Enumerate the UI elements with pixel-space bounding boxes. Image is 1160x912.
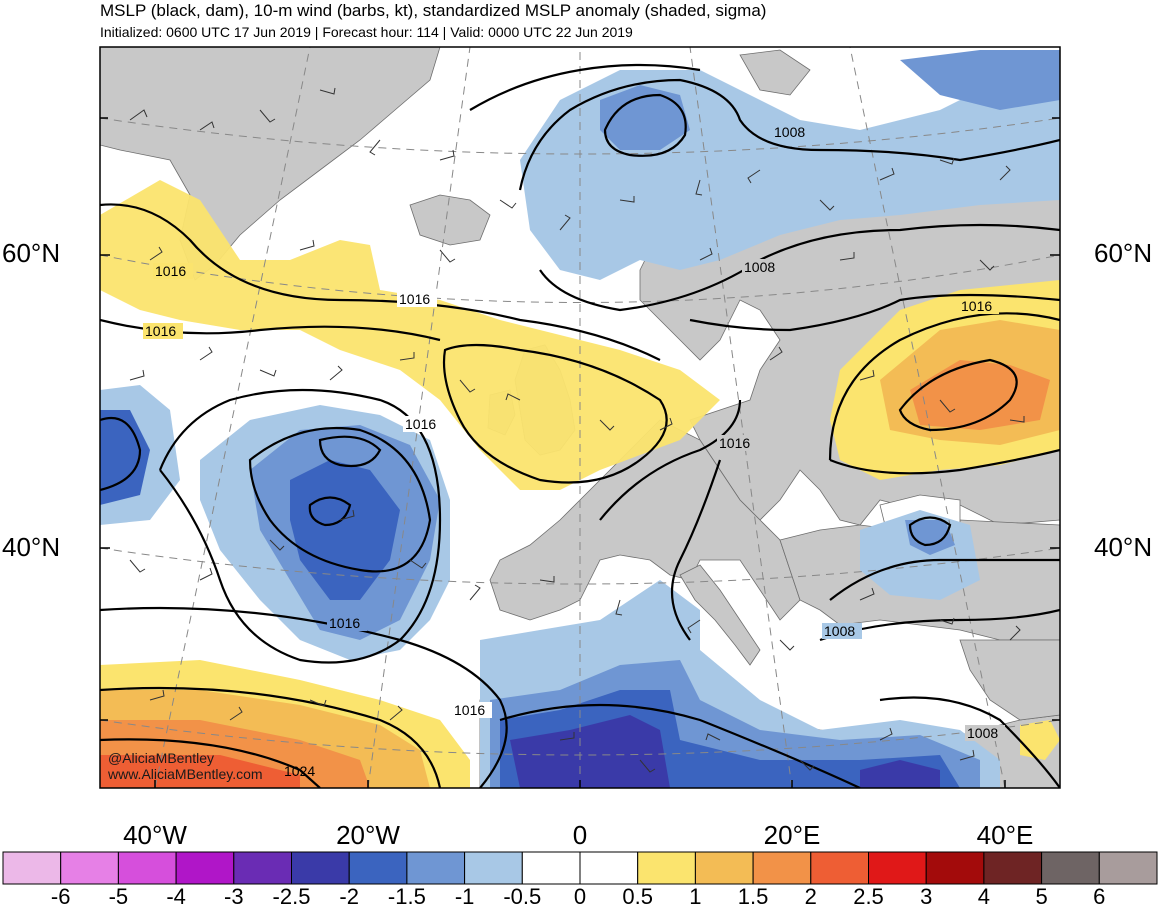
contour-label: 1024 — [284, 763, 315, 779]
credit-handle: @AliciaMBentley — [108, 750, 215, 766]
colorbar-swatch — [233, 851, 293, 885]
colorbar-swatch — [406, 851, 466, 885]
wind-barbs — [129, 87, 1025, 773]
contour-label: 1016 — [719, 435, 750, 451]
colorbar-swatch — [2, 851, 62, 885]
colorbar-tick-label: 6 — [1093, 884, 1106, 909]
lon-label-40e: 40°E — [976, 820, 1034, 850]
lat-label-60n-left: 60°N — [2, 238, 61, 268]
colorbar-tick-label: 0 — [573, 884, 587, 909]
colorbar-swatch — [810, 851, 869, 885]
colorbar-swatch — [60, 851, 119, 885]
lat-label-40n-left: 40°N — [2, 532, 61, 562]
colorbar-swatch — [1098, 851, 1158, 885]
contour-label: 1008 — [824, 623, 855, 639]
colorbar-tick-label: -0.5 — [503, 884, 542, 909]
colorbar-swatch — [637, 851, 696, 885]
colorbar-swatch — [175, 851, 235, 885]
colorbar-tick-label: 5 — [1035, 884, 1048, 909]
colorbar-tick-label: 3 — [920, 884, 933, 909]
colorbar-tick-label: -1 — [454, 884, 475, 909]
colorbar-swatch — [925, 851, 985, 885]
colorbar-swatch — [579, 851, 639, 885]
colorbar-tick-label: 1.5 — [737, 884, 769, 909]
colorbar-swatch — [694, 851, 754, 885]
lon-label-0: 0 — [572, 820, 588, 850]
colorbar-swatch — [464, 851, 523, 885]
colorbar-swatch — [348, 851, 408, 885]
colorbar-tick-label: 2.5 — [853, 884, 884, 909]
contour-label: 1008 — [967, 725, 998, 741]
colorbar-tick-label: 4 — [977, 884, 991, 909]
colorbar-tick-label: -1.5 — [387, 884, 426, 909]
colorbar-tick-label: -6 — [50, 884, 71, 909]
lon-label-20e: 20°E — [763, 820, 821, 850]
colorbar-swatch — [1041, 851, 1100, 885]
contour-label: 1016 — [329, 615, 360, 631]
colorbar-tick-label: 1 — [689, 884, 702, 909]
colorbar-tick-label: 2 — [804, 884, 817, 909]
axis-ticks — [100, 117, 1060, 788]
colorbar-swatch — [521, 851, 581, 885]
colorbar-tick-label: -3 — [224, 884, 244, 909]
colorbar — [2, 851, 1158, 885]
contour-label: 1016 — [399, 291, 430, 307]
colorbar-tick-label: -5 — [108, 884, 129, 909]
contour-label: 1016 — [961, 298, 992, 314]
lat-label-60n-right: 60°N — [1094, 238, 1153, 268]
anomaly-shading — [100, 50, 1060, 788]
colorbar-swatch — [117, 851, 177, 885]
contour-labels: 1016 1016 1016 1016 1016 1016 1016 1008 … — [143, 124, 1005, 779]
colorbar-swatch — [291, 851, 350, 885]
lon-label-40w: 40°W — [123, 820, 187, 850]
lat-label-40n-right: 40°N — [1094, 532, 1153, 562]
chart-title: MSLP (black, dam), 10-m wind (barbs, kt)… — [100, 1, 767, 20]
contour-label: 1016 — [405, 416, 436, 432]
contour-label: 1016 — [145, 323, 176, 339]
colorbar-tick-label: -2.5 — [272, 884, 311, 909]
credit-site: www.AliciaMBentley.com — [108, 766, 263, 782]
colorbar-tick-label: 0.5 — [622, 884, 653, 909]
contour-label: 1008 — [774, 124, 805, 140]
colorbar-tick-label: -2 — [339, 884, 359, 909]
contour-label: 1008 — [744, 259, 775, 275]
lon-label-20w: 20°W — [336, 820, 400, 850]
contour-label: 1016 — [155, 263, 186, 279]
colorbar-swatch — [983, 851, 1043, 885]
colorbar-tick-label: -4 — [166, 884, 186, 909]
colorbar-swatch — [752, 851, 812, 885]
colorbar-swatch — [868, 851, 927, 885]
chart-subtitle: Initialized: 0600 UTC 17 Jun 2019 | Fore… — [100, 24, 633, 40]
contour-label: 1016 — [454, 702, 485, 718]
